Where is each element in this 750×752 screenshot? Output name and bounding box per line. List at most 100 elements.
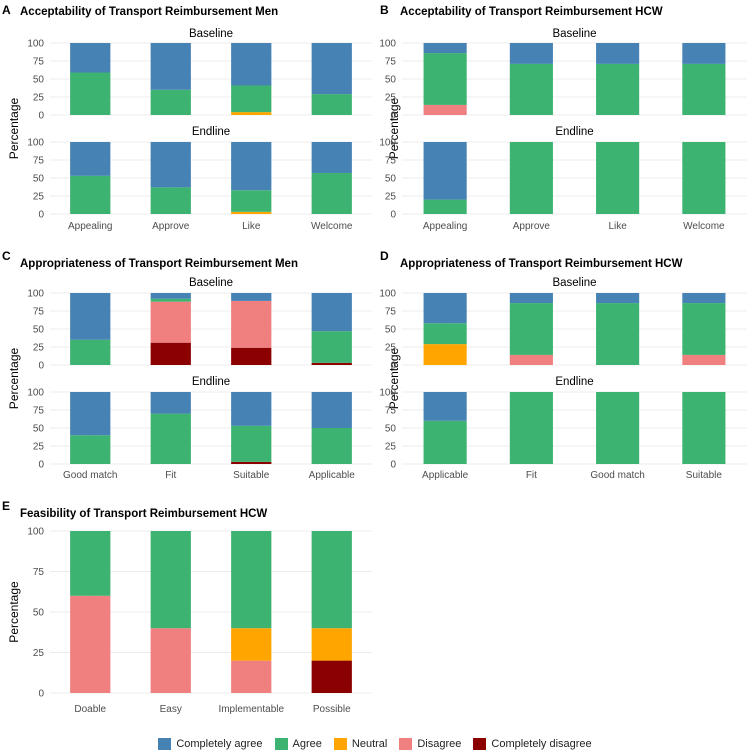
x-tick-label: Like [608, 221, 627, 232]
y-tick-label: 50 [385, 174, 397, 185]
y-tick-label: 75 [385, 406, 397, 417]
bar-segment-neutral [231, 211, 272, 214]
y-tick-label: 0 [390, 460, 396, 471]
bar-segment-completely-agree [311, 392, 352, 428]
bar-segment-completely-agree [423, 293, 467, 324]
bar-segment-agree [150, 187, 191, 214]
bar-segment-agree [682, 63, 726, 115]
bar-segment-agree [423, 420, 467, 464]
bar-segment-agree [150, 413, 191, 464]
bar-segment-disagree [509, 354, 553, 365]
y-tick-label: 50 [33, 608, 45, 619]
y-tick-label: 50 [33, 174, 45, 185]
panel-letter: C [2, 249, 11, 263]
bar-segment-agree [423, 199, 467, 214]
x-tick-label: Appealing [68, 221, 112, 232]
bar-segment-completely-agree [311, 43, 352, 95]
bar-segment-neutral [231, 112, 272, 115]
bar-segment-agree [70, 531, 111, 596]
bar-segment-agree [311, 428, 352, 464]
bar-segment-completely-disagree [231, 347, 272, 365]
bar-segment-completely-agree [509, 293, 553, 304]
bar-segment-disagree [423, 104, 467, 115]
facet-strip-label: Baseline [552, 277, 596, 289]
y-tick-label: 100 [27, 527, 44, 538]
legend-swatch-completely-agree [158, 738, 172, 750]
bar-segment-disagree [231, 300, 272, 348]
y-tick-label: 75 [385, 307, 397, 318]
y-tick-label: 25 [33, 343, 45, 354]
y-axis-label: Percentage [7, 347, 21, 409]
panel-title: Feasibility of Transport Reimbursement H… [20, 508, 267, 520]
legend-label: Neutral [351, 738, 388, 750]
legend-swatch-neutral [333, 738, 347, 750]
x-tick-label: Implementable [218, 704, 284, 715]
y-axis-label: Percentage [7, 581, 21, 643]
bar-segment-agree [311, 172, 352, 214]
legend-label: Agree [292, 738, 322, 750]
bar-segment-completely-agree [423, 392, 467, 421]
y-tick-label: 50 [385, 424, 397, 435]
x-tick-label: Fit [165, 470, 176, 481]
y-tick-label: 0 [38, 460, 44, 471]
bar-segment-completely-agree [70, 293, 111, 340]
legend-swatch-agree [274, 738, 288, 750]
x-tick-label: Approve [152, 221, 190, 232]
y-tick-label: 100 [379, 39, 396, 50]
bar-segment-completely-agree [423, 142, 467, 200]
bar-segment-agree [682, 142, 726, 214]
bar-segment-completely-agree [423, 43, 467, 54]
bar-segment-agree [682, 303, 726, 355]
bar-segment-completely-disagree [311, 362, 352, 365]
facet-strip-label: Baseline [189, 28, 233, 40]
y-tick-label: 100 [379, 138, 396, 149]
y-tick-label: 25 [33, 442, 45, 453]
facet-strip-label: Endline [192, 126, 230, 138]
bar-segment-agree [150, 298, 191, 302]
bar-segment-completely-agree [231, 392, 272, 426]
bar-segment-disagree [150, 628, 191, 693]
bar-segment-agree [150, 89, 191, 115]
x-tick-label: Applicable [309, 470, 356, 481]
y-tick-label: 50 [385, 325, 397, 336]
y-tick-label: 50 [33, 424, 45, 435]
bar-segment-neutral [311, 628, 352, 661]
bar-segment-completely-agree [231, 43, 272, 86]
bar-segment-completely-agree [509, 43, 553, 64]
bar-segment-completely-agree [682, 43, 726, 64]
y-tick-label: 0 [390, 361, 396, 372]
bar-segment-neutral [423, 344, 467, 365]
legend: Completely agree Agree Neutral Disagree … [0, 736, 750, 752]
bar-segment-agree [70, 339, 111, 365]
bar-segment-agree [423, 53, 467, 105]
facet-strip-label: Endline [192, 376, 230, 388]
y-tick-label: 25 [385, 343, 397, 354]
y-tick-label: 75 [33, 57, 45, 68]
bar-segment-agree [150, 531, 191, 629]
x-tick-label: Welcome [311, 221, 353, 232]
y-tick-label: 100 [27, 39, 44, 50]
legend-label: Completely disagree [491, 738, 592, 750]
bar-segment-completely-agree [311, 293, 352, 332]
bar-segment-agree [70, 72, 111, 115]
bar-segment-agree [509, 392, 553, 464]
y-tick-label: 25 [385, 192, 397, 203]
y-tick-label: 25 [385, 442, 397, 453]
facet-strip-label: Endline [555, 376, 593, 388]
x-tick-label: Suitable [686, 470, 723, 481]
x-tick-label: Like [242, 221, 261, 232]
bar-segment-agree [311, 531, 352, 629]
y-tick-label: 50 [33, 75, 45, 86]
facet-strip-label: Baseline [189, 277, 233, 289]
legend-label: Completely agree [176, 738, 263, 750]
x-tick-label: Applicable [422, 470, 469, 481]
y-tick-label: 0 [38, 111, 44, 122]
y-tick-label: 50 [385, 75, 397, 86]
bar-segment-completely-agree [150, 43, 191, 90]
bar-segment-agree [70, 435, 111, 464]
bar-segment-completely-disagree [231, 461, 272, 464]
y-tick-label: 75 [33, 156, 45, 167]
panel-title: Acceptability of Transport Reimbursement… [20, 6, 278, 18]
x-tick-label: Good match [63, 470, 117, 481]
